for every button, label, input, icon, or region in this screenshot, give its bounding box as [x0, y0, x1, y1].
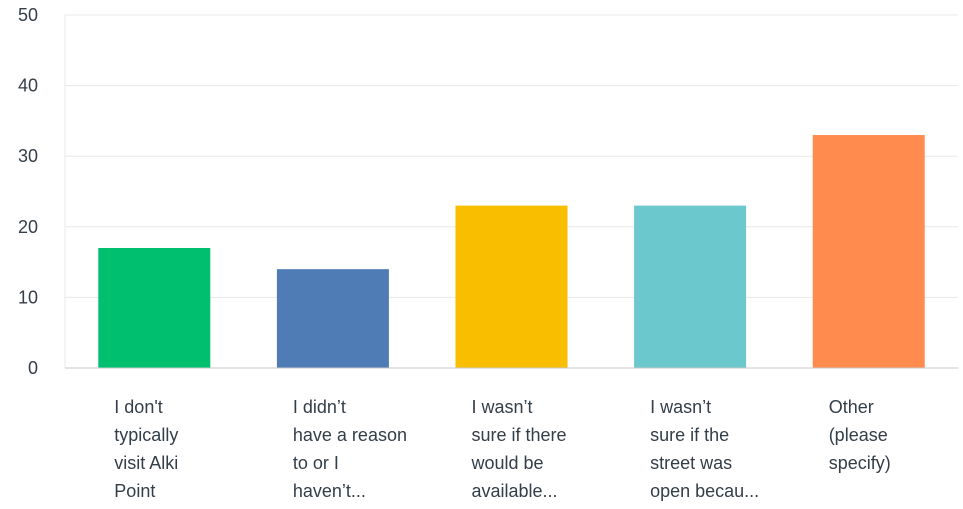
- y-tick-label: 50: [18, 5, 38, 25]
- bar: [276, 269, 389, 368]
- bar: [455, 205, 568, 368]
- grid-lines: [64, 14, 958, 368]
- x-tick-label: I didn’t have a reason to or I haven’t..…: [292, 397, 407, 501]
- y-tick-label: 40: [18, 76, 38, 96]
- x-tick-label: I wasn’t sure if there would be availabl…: [471, 397, 567, 501]
- bar: [98, 247, 211, 368]
- x-tick-label: I don't typically visit Alki Point: [114, 397, 179, 501]
- bars: [98, 135, 925, 368]
- bar: [812, 135, 925, 368]
- y-tick-label: 30: [18, 146, 38, 166]
- y-tick-label: 10: [18, 287, 38, 307]
- x-tick-label: Other (please specify): [828, 397, 891, 473]
- y-tick-label: 20: [18, 217, 38, 237]
- y-tick-label: 0: [28, 358, 38, 378]
- bar: [634, 205, 747, 368]
- y-axis-ticks: 0 10 20 30 40 50: [18, 5, 38, 378]
- x-tick-label: I wasn’t sure if the street was open bec…: [650, 397, 760, 501]
